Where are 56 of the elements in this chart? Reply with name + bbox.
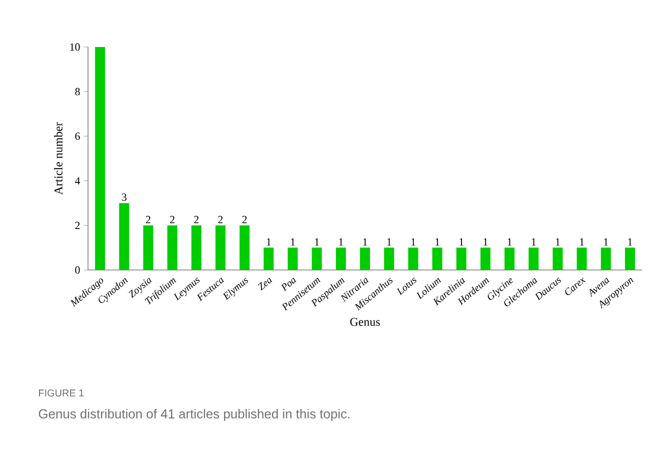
data-label: 1 [363,238,368,246]
bar [528,248,539,270]
bar [119,203,130,270]
bar [143,225,154,270]
bar [240,225,250,270]
data-label: 1 [556,238,560,246]
data-label: 2 [218,216,223,224]
y-tick-label: 6 [75,132,80,140]
data-label: 1 [628,238,632,246]
bar [504,248,515,270]
data-label: 1 [484,238,488,246]
bar [576,248,587,270]
bar [384,248,394,270]
data-label: 1 [508,238,512,246]
bar [167,225,178,270]
y-axis-title: Article number [54,122,62,195]
bar [360,248,370,270]
data-label: 1 [532,238,536,246]
data-label: 1 [290,238,295,246]
bar [288,248,298,270]
y-tick-label: 0 [75,266,80,274]
data-label: 2 [194,216,199,224]
data-label: 1 [436,238,440,246]
data-label: 2 [170,216,174,224]
y-tick-label: 8 [75,88,80,96]
bar [624,248,635,270]
data-label: 2 [146,216,150,224]
bar [600,248,611,270]
bar [336,248,346,270]
x-axis-title: Genus [350,318,380,326]
bar [480,248,490,270]
data-label: 3 [122,194,126,201]
text: Genus distribution of 41 articles published in this topic. [38,408,350,422]
data-label: 1 [580,238,584,246]
data-label: 1 [266,238,271,246]
bar [456,248,466,270]
data-label: 1 [315,238,319,246]
bar [95,46,106,270]
data-label: 1 [460,238,464,246]
bar [552,248,563,270]
bar [191,225,202,270]
bar [215,225,226,270]
data-label: 1 [411,238,416,246]
x-tick-label: Zea [258,278,272,290]
bar [408,248,418,270]
data-label: 1 [604,238,608,246]
caption: FIGURE 1 [39,389,84,397]
data-label: 2 [242,216,247,224]
data-label: 1 [387,238,392,246]
bar [312,248,322,270]
bar [264,248,274,270]
y-tick-label: 2 [75,222,80,230]
data-label: 1 [339,238,343,246]
bar [432,248,442,270]
y-tick-label: 4 [74,177,80,184]
y-tick-label: 10 [70,43,80,51]
